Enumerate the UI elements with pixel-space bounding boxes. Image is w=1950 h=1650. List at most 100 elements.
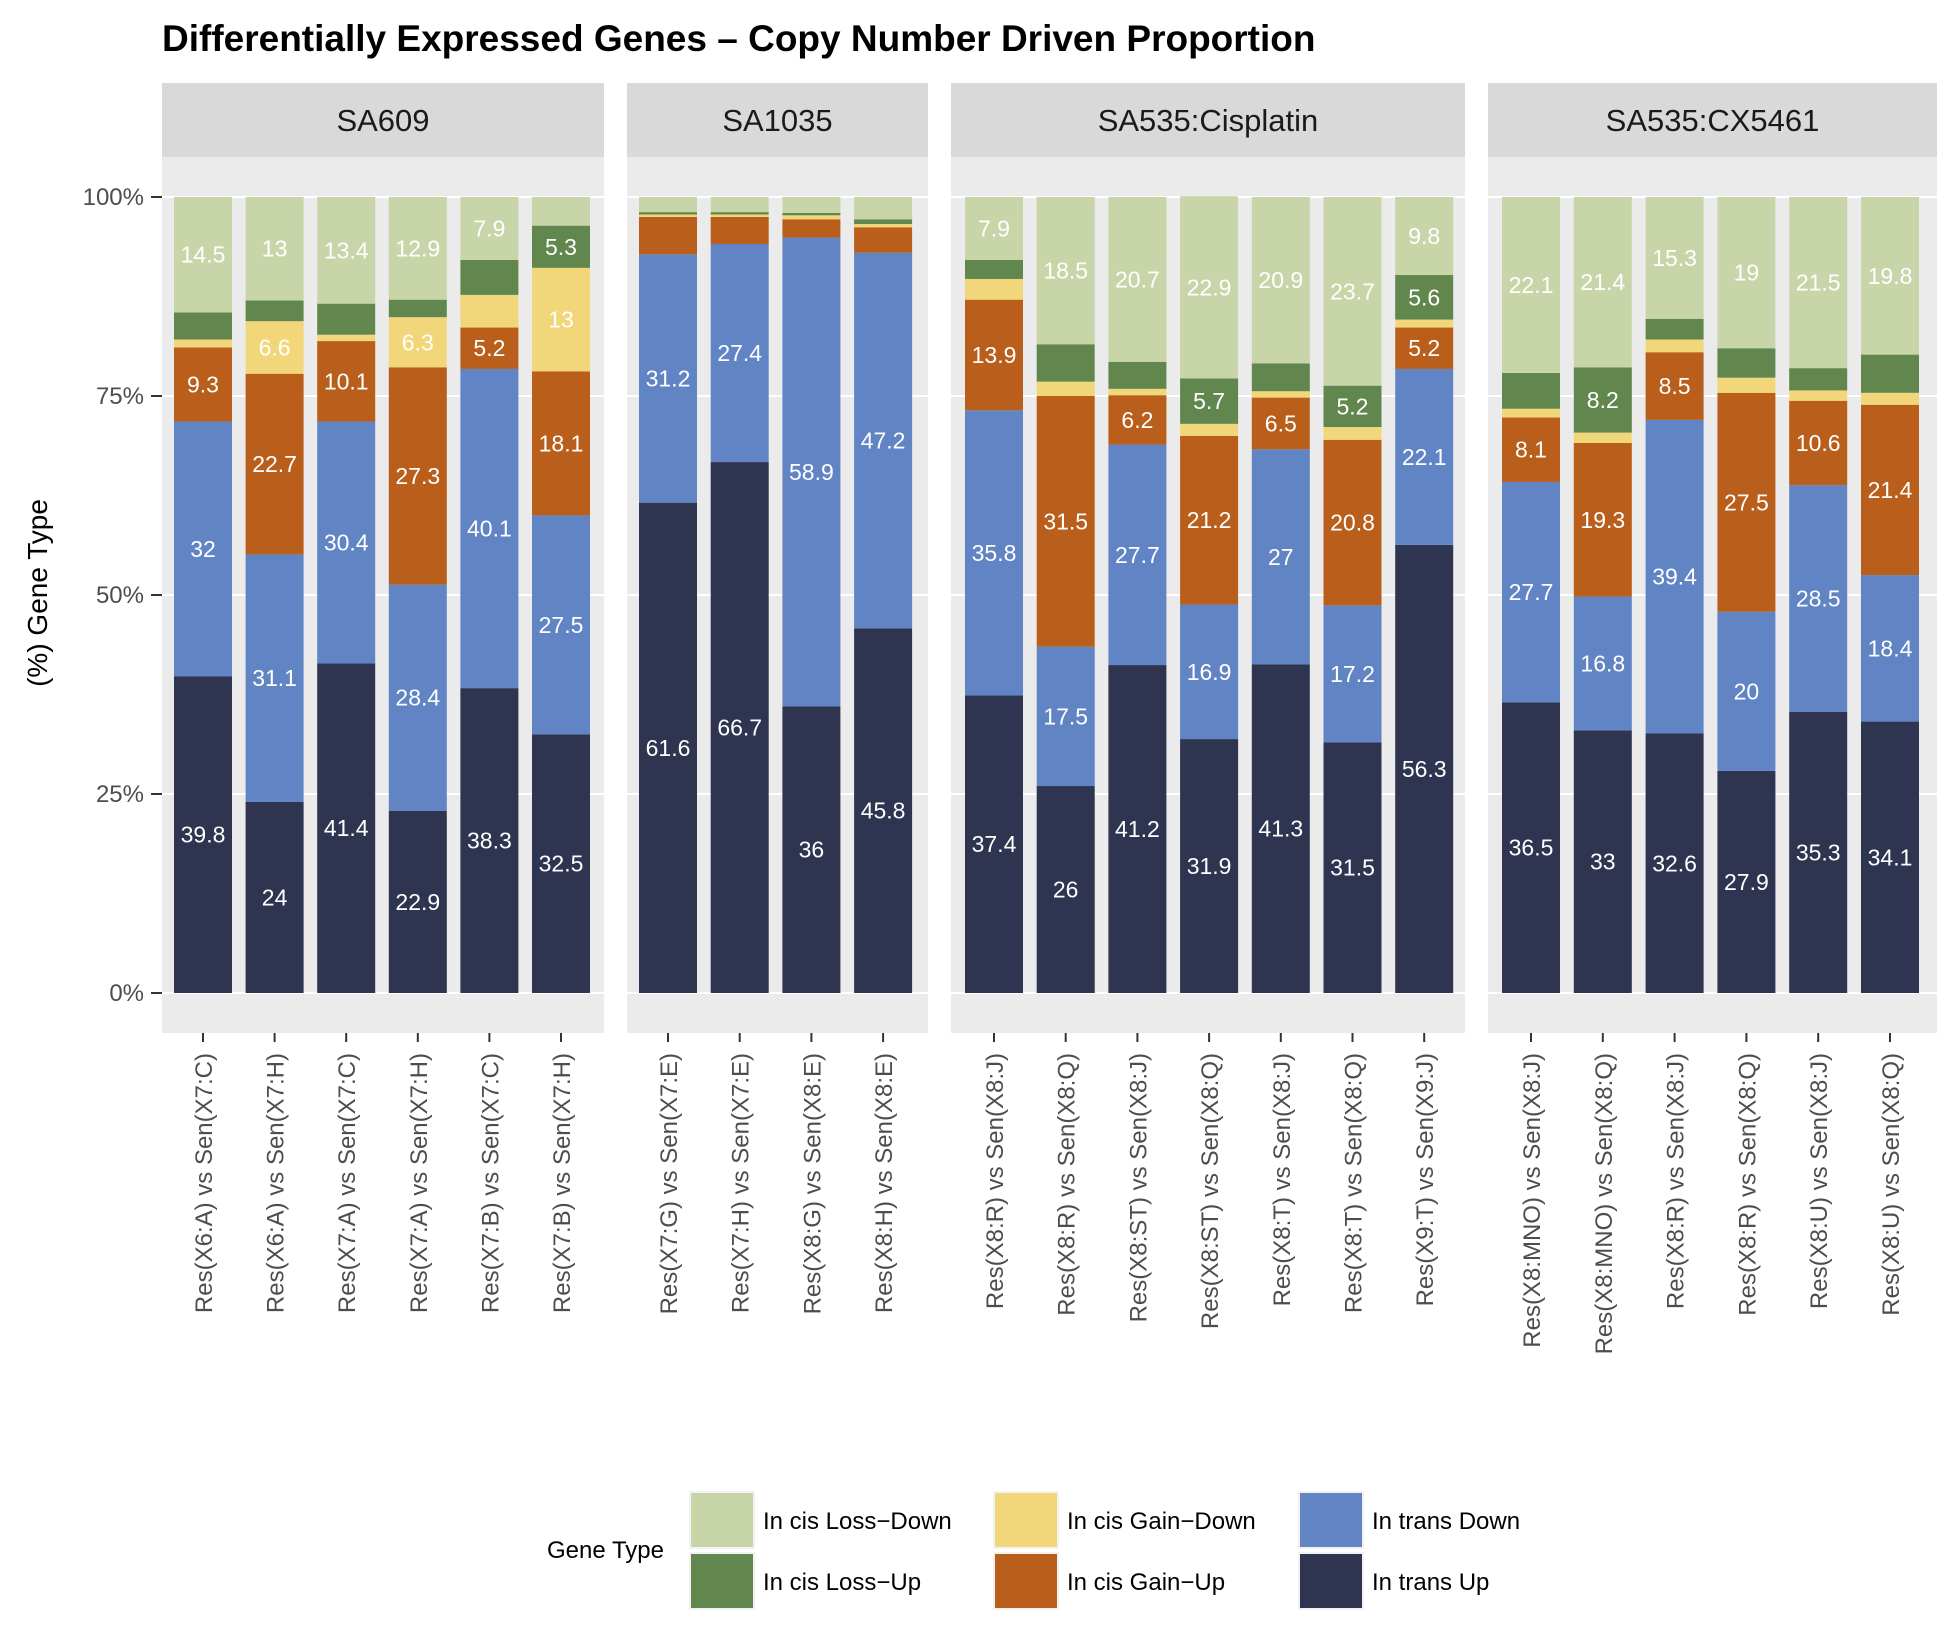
legend-label: In trans Down	[1372, 1508, 1520, 1535]
bar-segment-in-cis-loss-up	[388, 299, 447, 318]
bar-segment-in-trans-down	[532, 515, 590, 735]
bar-segment-in-cis-loss-down	[1251, 197, 1310, 364]
data-label: 56.3	[1402, 756, 1447, 782]
data-label: 27.3	[395, 463, 440, 489]
data-label: 21.4	[1868, 477, 1913, 503]
data-label: 36	[799, 837, 825, 863]
bar-segment-in-trans-down	[1036, 646, 1095, 787]
bar-res-x7-a-vs-sen-x7-h: 22.9 28.4 27.3 6.3 12.9	[388, 197, 447, 993]
bar-res-x8-r-vs-sen-x8-q: 27.9 20 27.5 19	[1717, 197, 1776, 993]
data-label: 27.9	[1724, 869, 1769, 895]
bar-segment-in-trans-down	[245, 554, 304, 802]
legend-swatch	[691, 1554, 753, 1608]
bar-segment-in-cis-loss-up	[1717, 348, 1776, 378]
bar-segment-in-cis-loss-down	[1180, 196, 1239, 379]
bar-segment-in-trans-up	[782, 706, 841, 993]
bar-segment-in-cis-loss-up	[1861, 354, 1919, 393]
legend-item-in-trans-down: In trans Down	[1298, 1491, 1520, 1549]
data-label: 5.2	[1337, 393, 1369, 419]
bar-res-x8-t-vs-sen-x8-j: 41.3 27 6.5 20.9	[1251, 197, 1310, 993]
bar-segment-in-trans-up	[174, 676, 232, 993]
bar-segment-in-cis-loss-down	[1717, 197, 1776, 349]
data-label: 36.5	[1509, 835, 1554, 861]
bar-segment-in-trans-down	[1180, 604, 1239, 740]
bar-segment-in-cis-gain-up	[1861, 404, 1919, 576]
bar-segment-in-trans-up	[1645, 733, 1704, 993]
facet-strip-label: SA535:CX5461	[1606, 103, 1820, 138]
bar-segment-in-trans-down	[388, 584, 447, 811]
bar-res-x8-st-vs-sen-x8-q: 31.9 16.9 21.2 5.7 22.9	[1180, 196, 1239, 993]
x-tick-label: Res(X8:G) vs Sen(X8:E)	[799, 1053, 826, 1314]
facet-panels: SA609 39.8 32 9.3 14.5 Res(X6:A) vs Sen(X7:C)…	[162, 83, 1937, 1354]
bar-segment-in-trans-up	[639, 502, 697, 993]
bar-segment-in-cis-loss-down	[1323, 197, 1382, 386]
bar-segment-in-cis-gain-up	[1395, 327, 1454, 369]
data-label: 30.4	[324, 529, 369, 555]
legend-label: In cis Loss−Down	[763, 1508, 952, 1535]
data-label: 66.7	[717, 715, 762, 741]
bar-segment-in-cis-loss-up	[1180, 378, 1239, 424]
bar-segment-in-cis-loss-down	[460, 197, 519, 260]
y-tick-label: 100%	[83, 184, 144, 211]
data-label: 41.2	[1115, 816, 1160, 842]
data-label: 27	[1268, 544, 1294, 570]
y-tick-label: 25%	[96, 781, 144, 808]
bar-segment-in-cis-loss-down	[317, 197, 376, 304]
bar-res-x8-mno-vs-sen-x8-j: 36.5 27.7 8.1 22.1	[1502, 197, 1560, 993]
data-label: 21.5	[1796, 270, 1841, 296]
data-label: 27.5	[539, 612, 584, 638]
data-label: 5.3	[545, 234, 577, 260]
x-tick-label: Res(X7:G) vs Sen(X7:E)	[656, 1053, 683, 1314]
data-label: 39.8	[181, 822, 226, 848]
legend-item-in-cis-loss-down: In cis Loss−Down	[689, 1491, 952, 1549]
bar-res-x8-mno-vs-sen-x8-q: 33 16.8 19.3 8.2 21.4	[1573, 197, 1632, 993]
data-label: 6.3	[402, 329, 434, 355]
facet-sa609: SA609 39.8 32 9.3 14.5 Res(X6:A) vs Sen(X7:C)…	[162, 83, 604, 1313]
bar-res-x8-r-vs-sen-x8-j: 32.6 39.4 8.5 15.3	[1645, 197, 1704, 993]
data-label: 41.3	[1258, 816, 1303, 842]
data-label: 13	[262, 236, 288, 262]
bar-segment-in-cis-gain-up	[965, 299, 1023, 411]
data-label: 22.9	[395, 889, 440, 915]
bar-res-x8-t-vs-sen-x8-q: 31.5 17.2 20.8 5.2 23.7	[1323, 197, 1382, 993]
bar-segment-in-cis-gain-down	[1573, 432, 1632, 443]
bar-segment-in-cis-gain-down	[1645, 339, 1704, 353]
facet-sa535-cx5461: SA535:CX5461 36.5 27.7 8.1 22.1 Res(X8:MNO) v…	[1488, 83, 1937, 1354]
data-label: 16.9	[1187, 659, 1232, 685]
data-label: 20.7	[1115, 266, 1160, 292]
bar-segment-in-trans-up	[1502, 702, 1560, 993]
data-label: 32.6	[1652, 850, 1697, 876]
data-label: 41.4	[324, 815, 369, 841]
data-label: 13.9	[972, 342, 1017, 368]
bar-segment-in-trans-down	[1251, 449, 1310, 665]
legend-item-in-cis-gain-up: In cis Gain−Up	[993, 1552, 1225, 1610]
bar-segment-in-cis-gain-down	[1789, 390, 1848, 401]
bar-segment-in-trans-down	[965, 410, 1023, 696]
facet-sa1035: SA1035 61.6 31.2 Res(X7:G) vs Sen(X7:E) 66.7…	[627, 83, 928, 1314]
bar-segment-in-cis-gain-up	[1180, 435, 1239, 605]
bar-segment-in-cis-loss-up	[460, 259, 519, 295]
data-label: 33	[1590, 849, 1616, 875]
bar-segment-in-trans-down	[782, 237, 841, 707]
data-label: 31.5	[1330, 855, 1375, 881]
bar-segment-in-cis-gain-down	[532, 267, 590, 372]
legend: Gene Type In cis Loss−Down In cis Loss−Up…	[547, 1491, 1520, 1610]
bar-segment-in-cis-gain-down	[639, 214, 697, 217]
data-label: 16.8	[1580, 650, 1625, 676]
x-tick-label: Res(X8:U) vs Sen(X8:Q)	[1878, 1053, 1905, 1316]
legend-swatch	[691, 1493, 753, 1547]
data-label: 47.2	[861, 428, 906, 454]
bar-segment-in-cis-loss-down	[639, 197, 697, 213]
bar-segment-in-cis-gain-down	[245, 321, 304, 374]
x-tick-label: Res(X8:MNO) vs Sen(X8:Q)	[1591, 1053, 1618, 1354]
data-label: 17.2	[1330, 661, 1375, 687]
data-label: 5.2	[1408, 335, 1440, 361]
facet-strip-label: SA609	[336, 103, 429, 138]
data-label: 5.6	[1408, 284, 1440, 310]
data-label: 32	[190, 536, 216, 562]
y-tick-label: 0%	[109, 980, 144, 1007]
facet-sa535-cisplatin: SA535:Cisplatin 37.4 35.8 13.9 7.9 Res(X8:R) …	[951, 83, 1465, 1329]
bar-res-x8-st-vs-sen-x8-j: 41.2 27.7 6.2 20.7	[1108, 197, 1167, 993]
x-tick-label: Res(X8:H) vs Sen(X8:E)	[871, 1053, 898, 1313]
x-tick-label: Res(X9:T) vs Sen(X9:J)	[1412, 1053, 1439, 1306]
